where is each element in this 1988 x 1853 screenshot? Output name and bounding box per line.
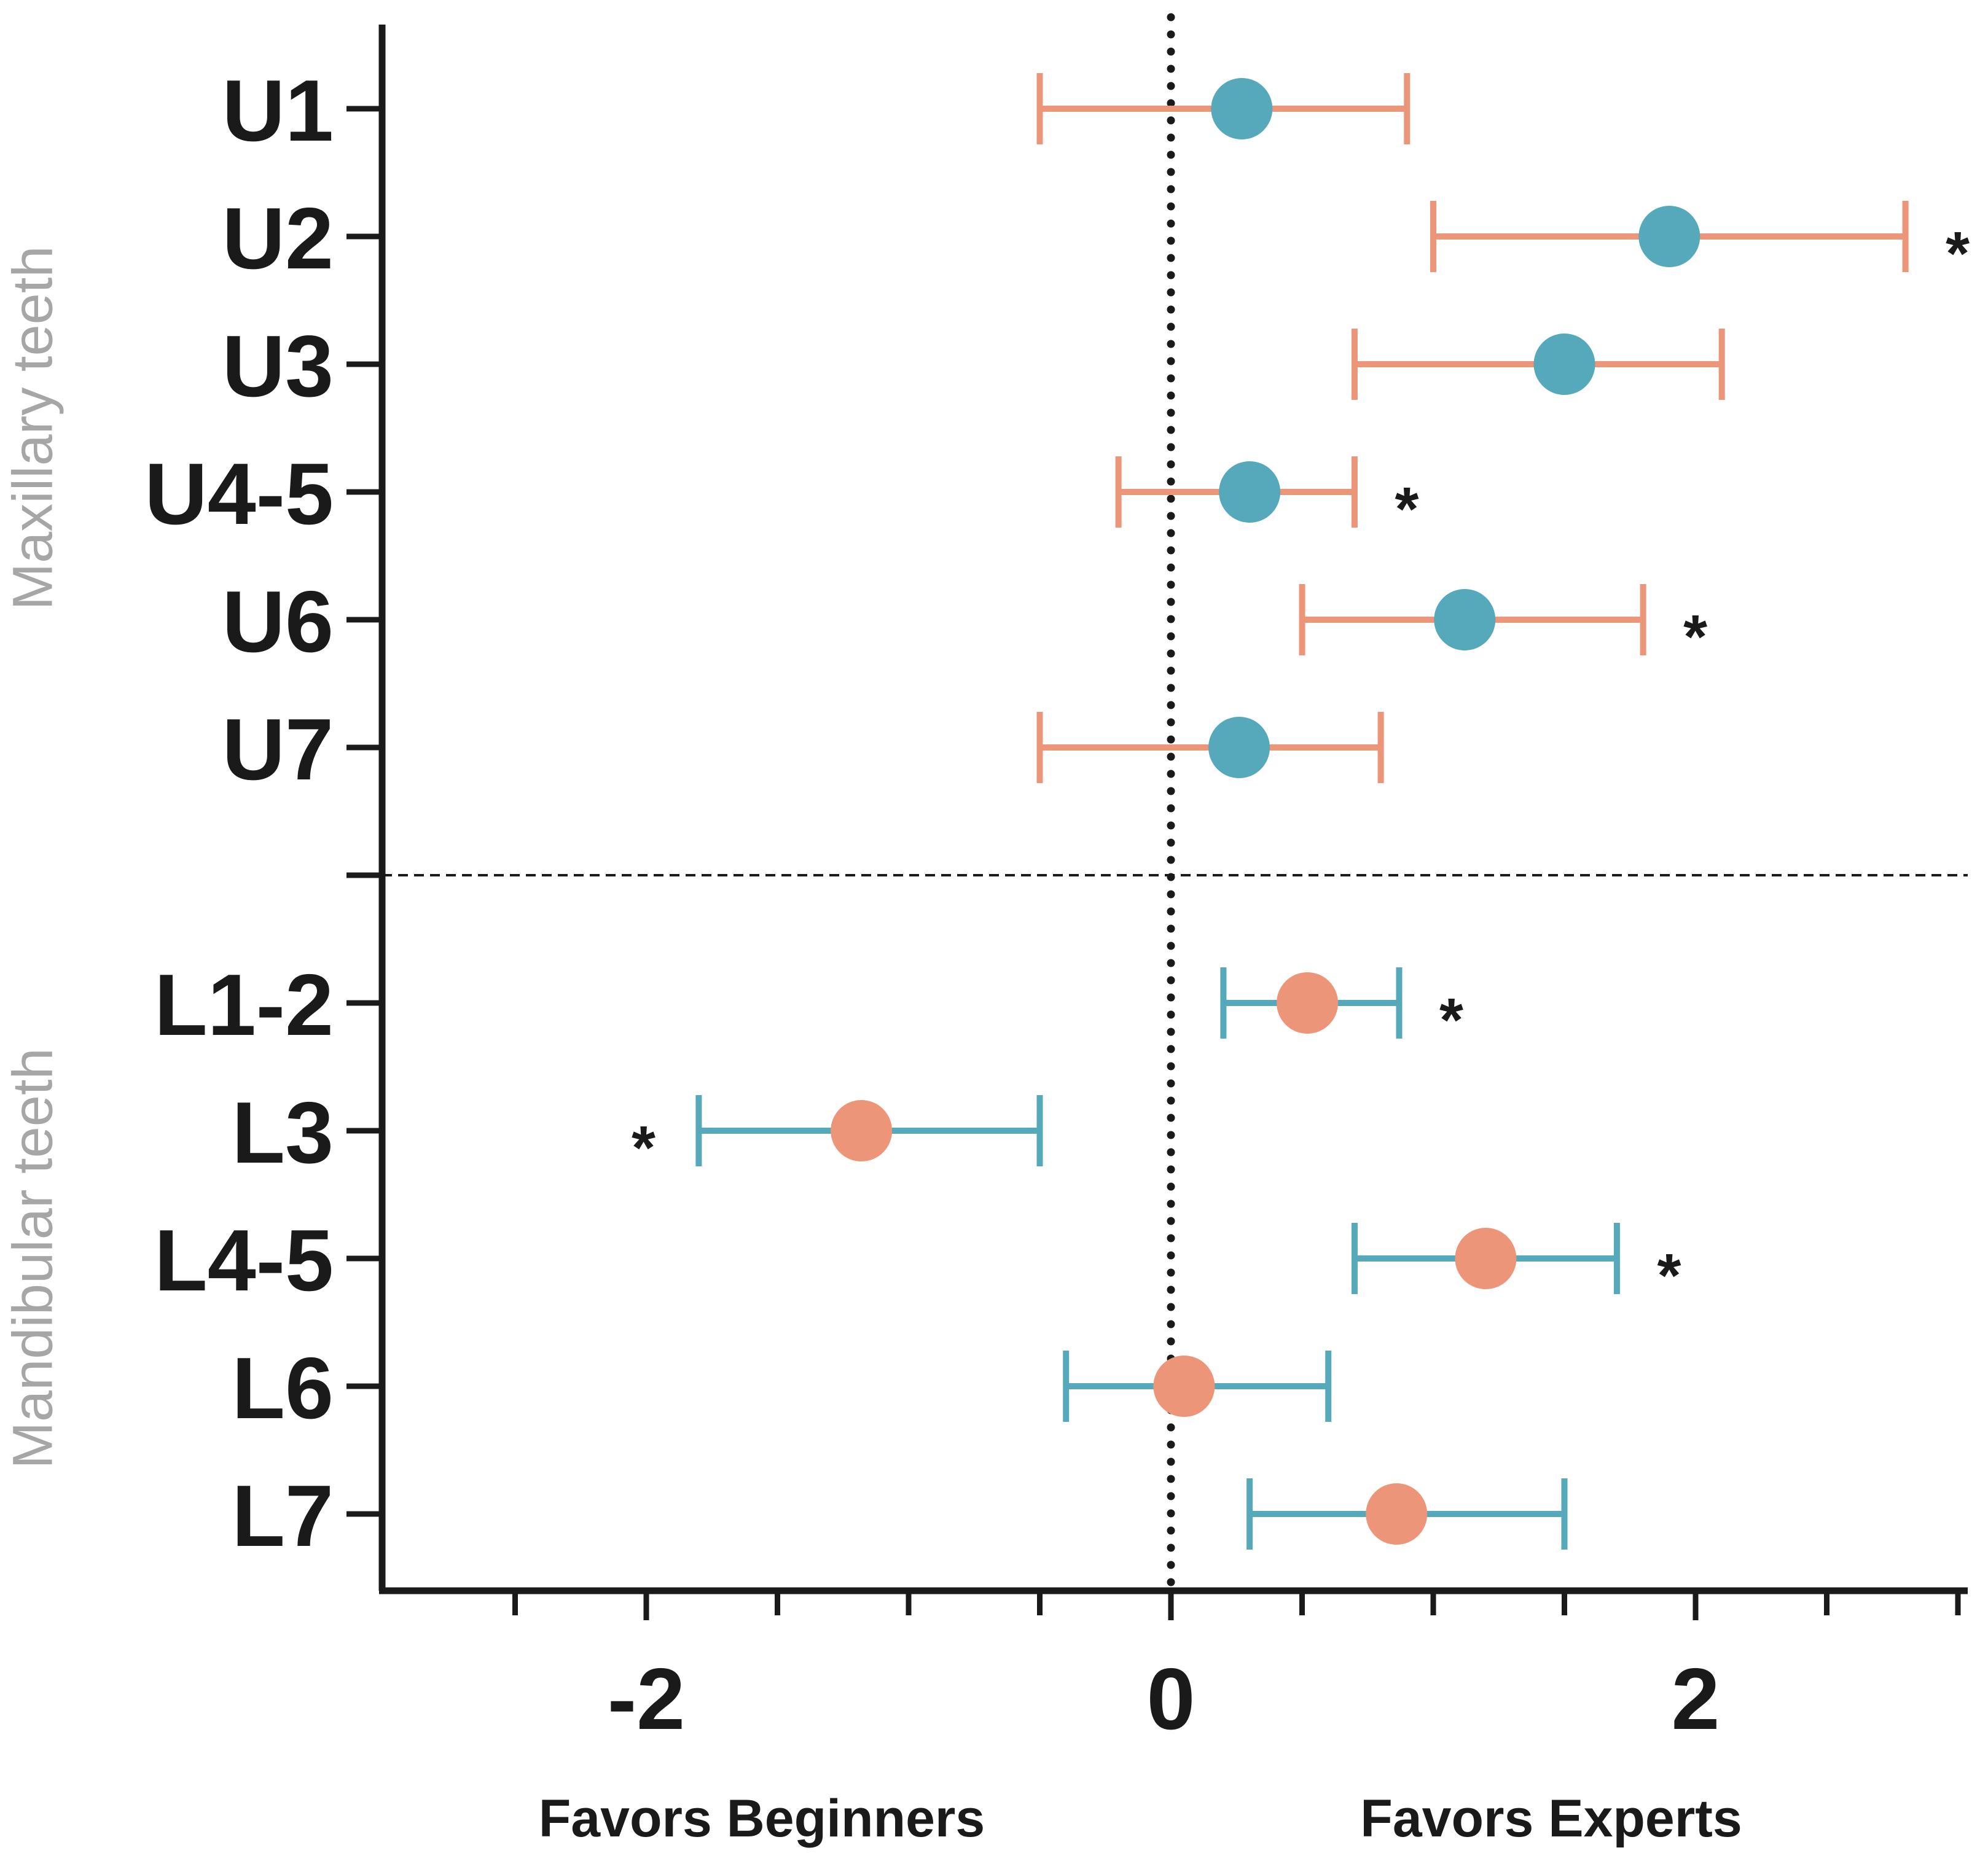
significance-star: * bbox=[1657, 1241, 1681, 1310]
point-estimate bbox=[1219, 461, 1281, 523]
significance-star: * bbox=[1946, 219, 1970, 288]
row-label: L7 bbox=[232, 1467, 334, 1565]
point-estimate bbox=[1277, 972, 1339, 1034]
point-estimate bbox=[1455, 1228, 1517, 1289]
row-label: U1 bbox=[222, 62, 334, 160]
row-label: U4-5 bbox=[144, 445, 334, 543]
x-caption-right: Favors Experts bbox=[1360, 1789, 1742, 1848]
point-estimate bbox=[1434, 589, 1496, 650]
significance-star: * bbox=[1683, 603, 1707, 671]
group-label: Mandibular teeth bbox=[1, 1048, 64, 1469]
point-estimate bbox=[1638, 206, 1700, 267]
group-label: Maxillary teeth bbox=[1, 246, 64, 610]
row-label: L6 bbox=[232, 1340, 334, 1437]
row-label: U3 bbox=[222, 318, 334, 415]
point-estimate bbox=[1211, 78, 1273, 139]
x-tick-label: 0 bbox=[1147, 1650, 1196, 1748]
significance-star: * bbox=[1395, 475, 1419, 544]
row-label: U2 bbox=[222, 190, 334, 287]
point-estimate bbox=[1533, 334, 1595, 395]
x-tick-label: 2 bbox=[1672, 1650, 1720, 1748]
point-estimate bbox=[1208, 717, 1270, 778]
x-tick-label: -2 bbox=[608, 1650, 685, 1748]
point-estimate bbox=[1153, 1356, 1215, 1417]
significance-star: * bbox=[632, 1114, 655, 1182]
significance-star: * bbox=[1439, 986, 1463, 1055]
point-estimate bbox=[1366, 1483, 1428, 1545]
row-label: U6 bbox=[222, 573, 334, 671]
point-estimate bbox=[831, 1100, 893, 1161]
x-caption-left: Favors Beginners bbox=[539, 1789, 985, 1848]
row-label: U7 bbox=[222, 701, 334, 798]
row-label: L3 bbox=[232, 1084, 334, 1182]
row-label: L1-2 bbox=[154, 956, 334, 1054]
row-label: L4-5 bbox=[154, 1212, 334, 1309]
